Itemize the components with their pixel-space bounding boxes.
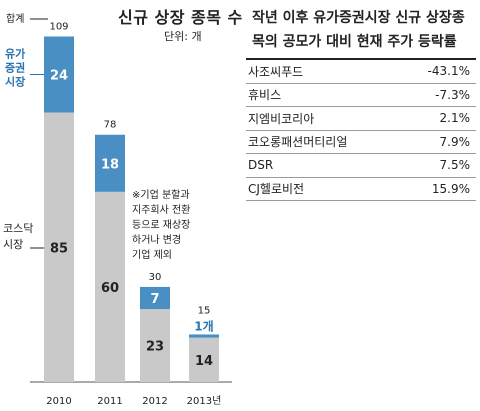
table-row: 코오롱패션머티리얼 7.9% bbox=[246, 130, 476, 154]
bar-kospi bbox=[95, 134, 125, 192]
change-rate: 7.9% bbox=[400, 130, 476, 154]
company-name: 지엠비코리아 bbox=[246, 106, 401, 131]
bar-value-label: 85 bbox=[50, 241, 68, 256]
company-name: CJ헬로비전 bbox=[246, 177, 401, 201]
change-rate: -43.1% bbox=[400, 58, 476, 84]
bar-total-label: 78 bbox=[104, 120, 117, 131]
unit-label: 단위: 개 bbox=[164, 30, 202, 43]
footnote-line: ※기업 분할과 bbox=[132, 190, 190, 201]
stacked-bar-chart: 85 24 109 2010 60 18 78 2011 23 7 30 2012 14 1개 15 2013… bbox=[3, 13, 232, 407]
footnote-line: 하거나 변경 bbox=[132, 235, 182, 246]
table-title-line: 목의 공모가 대비 현재 주가 등락률 bbox=[252, 34, 457, 50]
table-panel: 작년 이후 유가증권시장 신규 상장종 목의 공모가 대비 현재 주가 등락률 … bbox=[238, 0, 480, 411]
x-tick-label: 2011 bbox=[97, 396, 122, 407]
bar-total-label: 109 bbox=[49, 21, 68, 32]
bar-total-label: 15 bbox=[198, 305, 211, 316]
bar-kosdaq bbox=[44, 112, 74, 383]
footnote-line: 등으로 재상장 bbox=[132, 220, 191, 231]
bar-value-label: 23 bbox=[146, 340, 164, 355]
bar-value-label: 7 bbox=[150, 292, 159, 307]
table-row: 지엠비코리아 2.1% bbox=[246, 106, 476, 131]
footnote: ※기업 분할과 지주회사 전환 등으로 재상장 하거나 변경 기업 제외 bbox=[132, 188, 238, 263]
kosdaq-series-label: 시장 bbox=[3, 238, 23, 251]
bar-value-label: 1개 bbox=[194, 319, 213, 333]
table-row: DSR 7.5% bbox=[246, 153, 476, 178]
change-rate: 7.5% bbox=[400, 153, 476, 178]
kosdaq-series-label: 코스닥 bbox=[3, 222, 33, 235]
company-name: 휴비스 bbox=[246, 83, 401, 107]
company-name: DSR bbox=[246, 153, 401, 178]
footnote-line: 기업 제외 bbox=[132, 250, 172, 261]
footnote-line: 지주회사 전환 bbox=[132, 205, 191, 216]
change-rate: -7.3% bbox=[400, 83, 476, 107]
bar-kospi bbox=[44, 36, 74, 113]
table-row: 휴비스 -7.3% bbox=[246, 83, 476, 107]
bar-kospi bbox=[189, 334, 219, 338]
table-row: 사조씨푸드 -43.1% bbox=[246, 58, 476, 84]
x-tick-label: 2012 bbox=[142, 396, 167, 407]
bar-value-label: 24 bbox=[50, 69, 68, 84]
chart-panel: 신규 상장 종목 수 단위: 개 85 24 109 2010 60 18 78 2011 23… bbox=[0, 0, 242, 411]
table-row: CJ헬로비전 15.9% bbox=[246, 177, 476, 201]
x-tick-label: 2010 bbox=[46, 396, 71, 407]
total-series-label: 합계 bbox=[6, 13, 24, 25]
bar-kosdaq bbox=[95, 191, 125, 382]
table-title: 작년 이후 유가증권시장 신규 상장종 목의 공모가 대비 현재 주가 등락률 bbox=[252, 6, 478, 54]
price-change-table: 사조씨푸드 -43.1% 휴비스 -7.3% 지엠비코리아 2.1% 코오롱패션… bbox=[246, 58, 476, 201]
kospi-series-label: 증권 bbox=[5, 61, 25, 74]
bar-total-label: 30 bbox=[149, 272, 162, 283]
bar-value-label: 14 bbox=[195, 354, 213, 369]
kospi-series-label: 유가 bbox=[5, 46, 25, 60]
bar-value-label: 60 bbox=[101, 281, 119, 296]
bar-kospi bbox=[140, 286, 170, 310]
company-name: 사조씨푸드 bbox=[246, 58, 401, 84]
bar-value-label: 18 bbox=[101, 157, 119, 172]
kospi-series-label: 시장 bbox=[5, 74, 25, 88]
bar-kosdaq bbox=[189, 337, 219, 382]
chart-title: 신규 상장 종목 수 bbox=[118, 8, 243, 27]
x-tick-label: 2013년 bbox=[187, 395, 222, 407]
bar-kosdaq bbox=[140, 309, 170, 382]
change-rate: 15.9% bbox=[400, 177, 476, 201]
company-name: 코오롱패션머티리얼 bbox=[246, 130, 401, 154]
change-rate: 2.1% bbox=[400, 106, 476, 131]
table-title-line: 작년 이후 유가증권시장 신규 상장종 bbox=[252, 10, 465, 26]
